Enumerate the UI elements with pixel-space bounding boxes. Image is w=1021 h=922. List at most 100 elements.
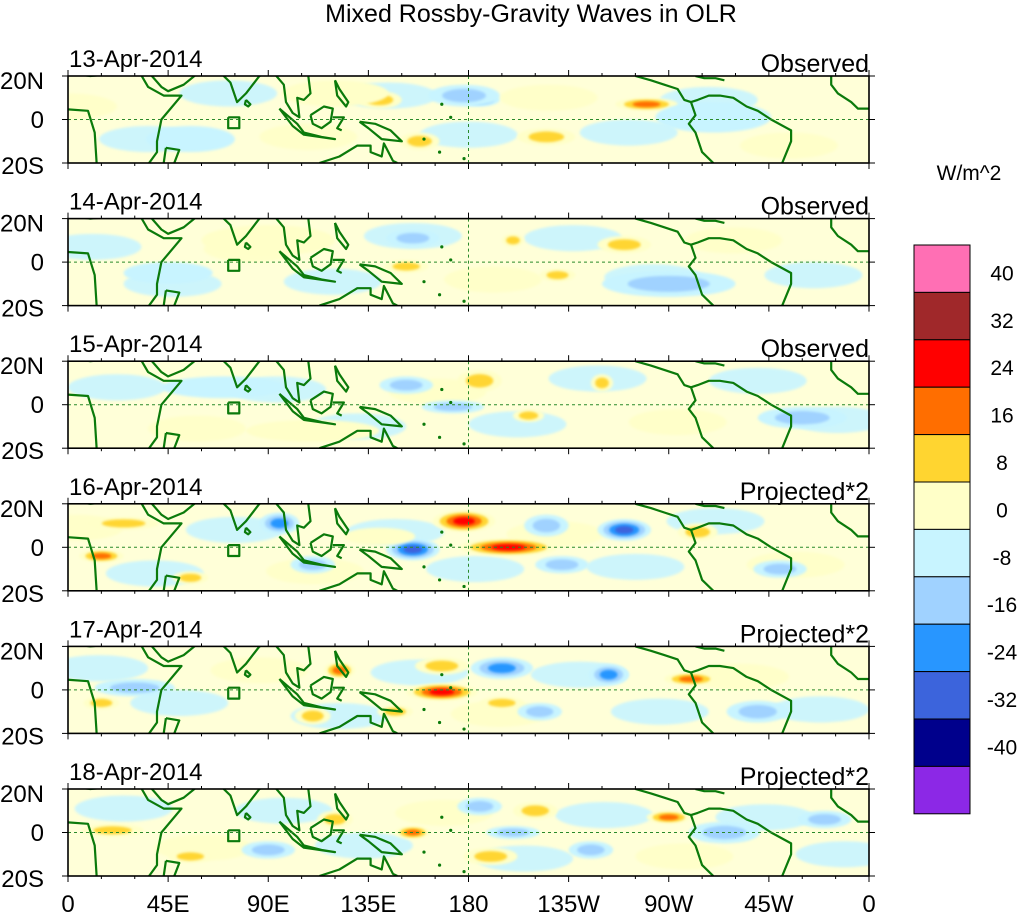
weak-anomaly [426, 556, 525, 583]
box-marker [227, 686, 241, 700]
panel-label: Observed [761, 193, 869, 221]
box-marker [227, 829, 241, 843]
anomaly-5 [407, 135, 432, 147]
weak-anomaly [764, 262, 863, 289]
anomaly-5 [679, 676, 703, 682]
anomaly-2 [658, 814, 679, 821]
weak-anomaly [259, 123, 358, 150]
india-coast [222, 76, 263, 104]
island-5 [440, 673, 444, 677]
anomaly-4 [521, 805, 549, 817]
panel-date: 18-Apr-2014 [69, 759, 202, 786]
anomaly-6 [324, 814, 346, 825]
south-america-west-coast [687, 814, 715, 876]
colorbar-box-9 [913, 623, 971, 673]
anomaly-8 [474, 851, 508, 862]
coastlines [68, 789, 869, 876]
x-tick-label: 90W [644, 891, 694, 918]
anomaly-9 [281, 80, 389, 107]
new-guinea-coast [358, 548, 403, 571]
y-tick-label: 20N [0, 68, 44, 95]
madagascar-coast [162, 859, 181, 876]
west-africa-coast [830, 646, 869, 681]
weak-anomaly [68, 93, 117, 120]
colorbar-box-7 [913, 528, 971, 578]
india-coast [222, 361, 263, 389]
y-tick-label: 20N [0, 496, 44, 523]
weak-anomaly [74, 795, 173, 822]
anomaly-7 [161, 376, 287, 399]
weak-anomaly [179, 80, 278, 107]
box-marker [227, 116, 241, 130]
australia-coast [319, 570, 398, 591]
sulawesi-coast [332, 686, 345, 702]
indonesia-coast [278, 250, 337, 283]
caribbean-coast [695, 789, 725, 795]
anomaly-13 [808, 814, 841, 825]
india-coast [222, 503, 263, 531]
africa-coast [68, 218, 183, 306]
se-asia-coast [274, 646, 312, 689]
new-guinea-coast [358, 405, 403, 428]
x-tick-label: 135W [537, 891, 600, 918]
colorbar-box-5 [913, 434, 971, 483]
island-4 [449, 258, 453, 262]
borneo-coast [309, 105, 334, 130]
borneo-coast [309, 818, 334, 843]
colorbar-level: -32 [987, 689, 1017, 712]
island-1 [437, 150, 442, 154]
weak-anomaly [628, 409, 727, 436]
weak-anomaly [148, 415, 246, 442]
island-3 [422, 565, 426, 569]
weak-anomaly [68, 374, 166, 401]
x-tick-label: 0 [61, 891, 74, 918]
anomaly-1 [396, 232, 430, 244]
south-america-west-coast [687, 386, 715, 449]
weak-anomaly [68, 233, 142, 260]
africa-coast [68, 646, 183, 734]
madagascar-coast [162, 146, 181, 163]
colorbar-level: 24 [990, 357, 1014, 380]
caribbean-coast [695, 218, 725, 224]
sri-lanka-coast [243, 669, 252, 678]
x-tick-label: 45E [147, 891, 190, 918]
y-tick-label: 20S [1, 866, 44, 893]
new-guinea-coast [358, 691, 403, 713]
box-marker [227, 258, 241, 272]
anomaly-7 [301, 710, 324, 722]
australia-coast [319, 427, 398, 449]
y-tick-label: 0 [31, 392, 44, 419]
y-tick-label: 20N [0, 781, 44, 808]
anomaly-5 [433, 402, 473, 411]
madagascar-coast [162, 574, 181, 591]
anomaly-3 [392, 262, 420, 271]
sri-lanka-coast [243, 812, 252, 821]
caribbean-coast [695, 361, 725, 367]
island-3 [422, 850, 426, 854]
island-4 [449, 115, 453, 119]
island-4 [449, 828, 453, 832]
coastlines [68, 361, 869, 449]
se-asia-coast [274, 503, 312, 547]
box-marker [227, 401, 241, 415]
philippines-coast [333, 507, 350, 536]
anomaly-13 [763, 563, 797, 575]
panel-label: Observed [761, 335, 869, 363]
anomaly-3 [488, 663, 516, 673]
weak-anomaly [555, 802, 654, 829]
colorbar-box-2 [913, 291, 971, 341]
panels: 20N 0 20S 13-Apr-2014 Observed 20N 0 20S 14-Apr-… [0, 46, 875, 893]
caribbean-coast [695, 76, 725, 82]
anomaly-12 [251, 844, 285, 856]
south-america-east-coast [635, 789, 793, 876]
y-tick-label: 20S [1, 723, 44, 750]
sulawesi-coast [332, 116, 345, 132]
south-america-west-coast [687, 101, 715, 163]
chart-title: Mixed Rossby-Gravity Waves in OLR [325, 0, 737, 28]
y-tick-label: 20N [0, 353, 44, 380]
colorbar-units: W/m^2 [937, 162, 1002, 185]
anomaly-field [68, 361, 869, 449]
se-asia-coast [274, 218, 312, 261]
box-marker [227, 544, 241, 558]
anomaly-7 [123, 262, 213, 284]
